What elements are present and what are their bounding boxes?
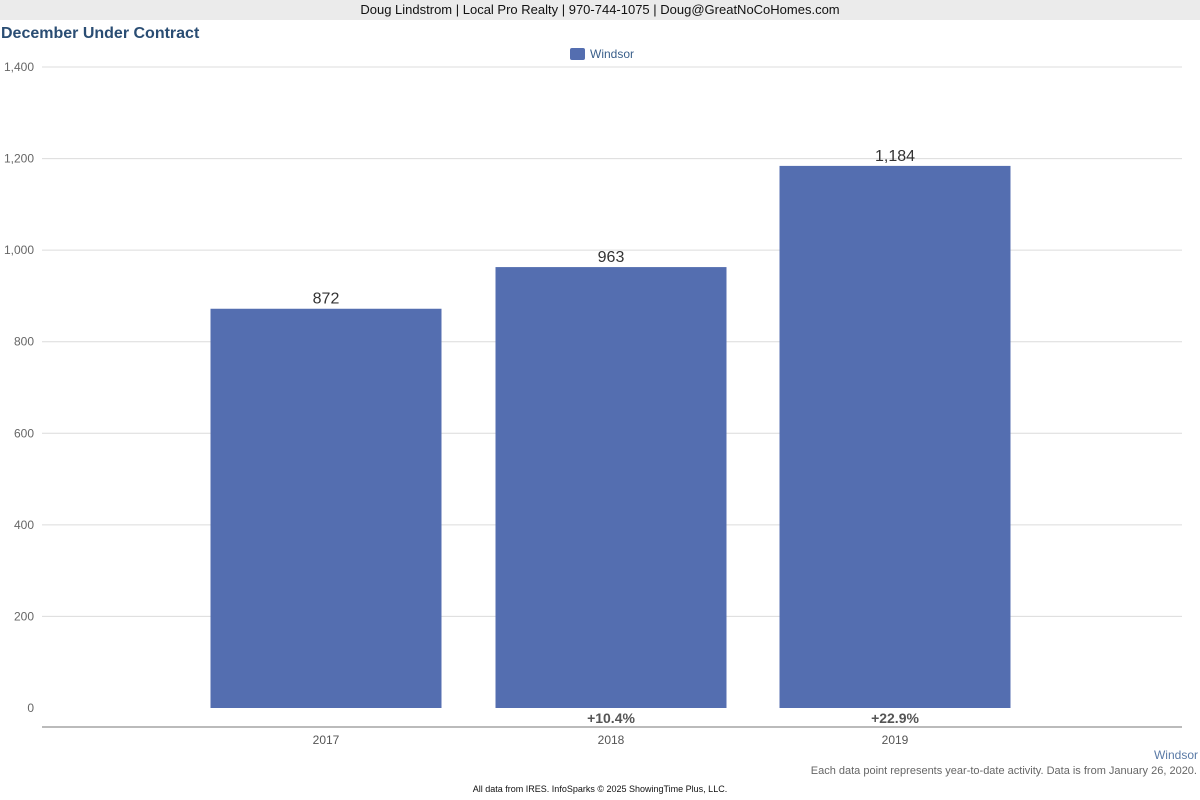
- change-label-2019: +22.9%: [871, 710, 919, 726]
- bar-2019: [779, 165, 1011, 708]
- legend-label-windsor: Windsor: [590, 47, 635, 61]
- bar-2018: [495, 267, 727, 708]
- chart-title: December Under Contract: [1, 25, 200, 42]
- series-tag: Windsor: [1153, 748, 1198, 762]
- y-tick-label: 1,000: [4, 243, 34, 257]
- legend[interactable]: Windsor: [570, 46, 634, 62]
- data-label-2017: 872: [313, 291, 340, 308]
- y-axis-ticks: 0 200 400 600 800 1,000 1,200 1,400: [4, 60, 34, 715]
- contact-banner: Doug Lindstrom | Local Pro Realty | 970-…: [0, 0, 1200, 20]
- data-note: Each data point represents year-to-date …: [810, 765, 1197, 777]
- y-tick-label: 1,200: [4, 152, 34, 166]
- y-tick-label: 1,400: [4, 60, 34, 74]
- data-label-2019: 1,184: [875, 148, 915, 165]
- data-labels: 872 963 +10.4% 1,184 +22.9%: [313, 148, 920, 726]
- y-tick-label: 600: [14, 426, 34, 440]
- x-axis: 2017 2018 2019: [42, 726, 1182, 747]
- y-tick-label: 400: [14, 518, 34, 532]
- bar-2017: [210, 308, 442, 708]
- y-tick-label: 200: [14, 609, 34, 623]
- bars: [210, 165, 1011, 708]
- x-tick-label-2019: 2019: [882, 733, 909, 747]
- legend-swatch-windsor: [570, 48, 585, 60]
- x-tick-label-2017: 2017: [313, 733, 340, 747]
- x-tick-label-2018: 2018: [598, 733, 625, 747]
- change-label-2018: +10.4%: [587, 710, 635, 726]
- source-credit: All data from IRES. InfoSparks © 2025 Sh…: [472, 784, 728, 794]
- data-label-2018: 963: [598, 249, 625, 266]
- y-tick-label: 0: [27, 701, 34, 715]
- y-tick-label: 800: [14, 335, 34, 349]
